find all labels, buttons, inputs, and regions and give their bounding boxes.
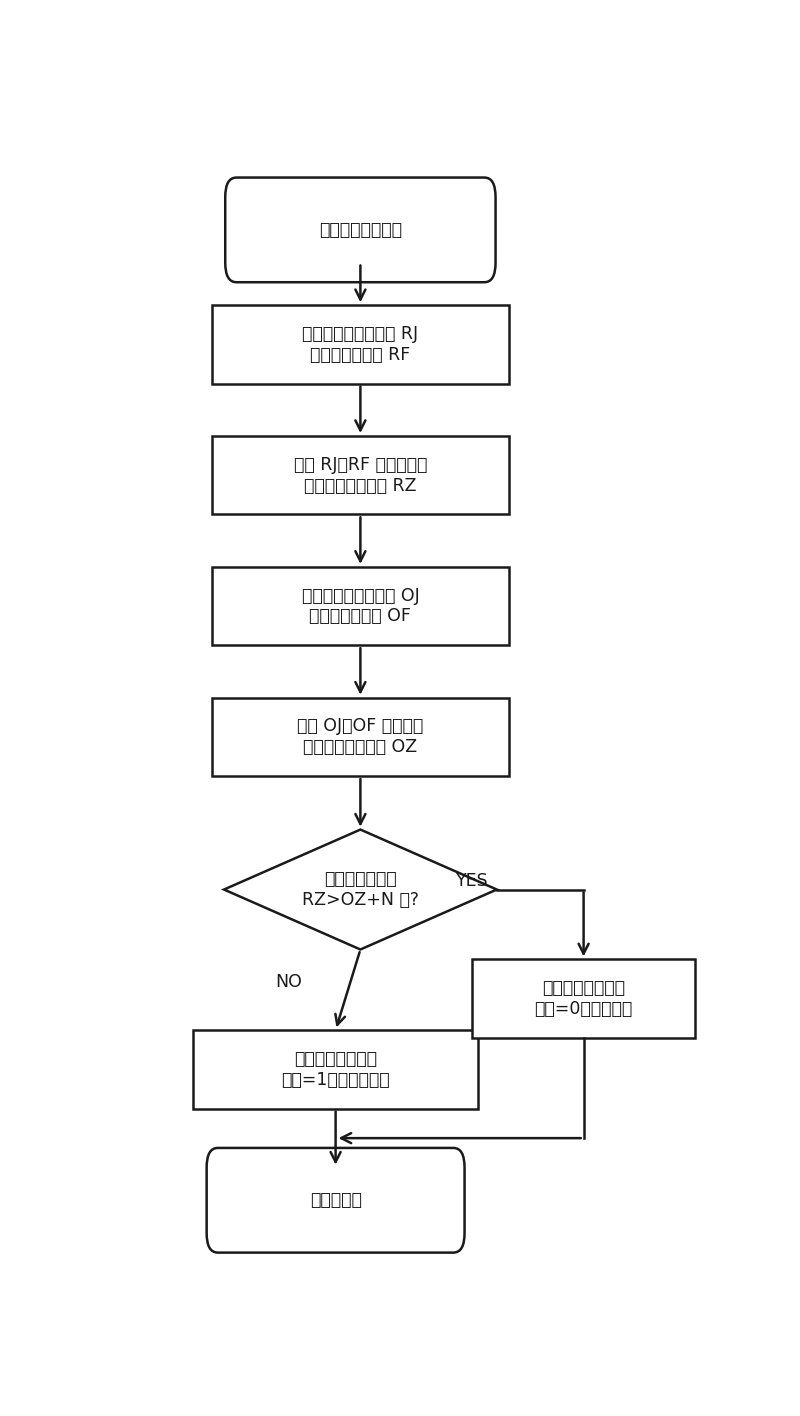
Text: 查表 RJ、RF 得到对应的
室内空气质量级别 RZ: 查表 RJ、RF 得到对应的 室内空气质量级别 RZ [294, 456, 427, 494]
Text: 读室外空气质量浓度 OJ
读室外粉尘浓度 OF: 读室外空气质量浓度 OJ 读室外粉尘浓度 OF [302, 586, 419, 626]
Text: 空气质量处理程序: 空气质量处理程序 [319, 221, 402, 239]
Bar [211, 436, 509, 514]
Bar [211, 304, 509, 384]
FancyBboxPatch shape [206, 1148, 465, 1253]
Text: NO: NO [276, 973, 302, 991]
FancyBboxPatch shape [226, 177, 495, 282]
Text: 写空气质量换风标
标志=1（适宜换风）: 写空气质量换风标 标志=1（适宜换风） [282, 1051, 390, 1089]
Text: 返回主程序: 返回主程序 [310, 1191, 362, 1209]
Text: 读室内空气质量浓度 RJ
读室内粉尘浓度 RF: 读室内空气质量浓度 RJ 读室内粉尘浓度 RF [302, 324, 418, 364]
Text: YES: YES [456, 872, 488, 889]
Text: 查表 OJ、OF 得到对应
室外空气质量级别 OZ: 查表 OJ、OF 得到对应 室外空气质量级别 OZ [298, 718, 423, 756]
Bar [211, 566, 509, 646]
Bar [193, 1031, 478, 1109]
Text: 室内外质量差别
RZ>OZ+N 吗?: 室内外质量差别 RZ>OZ+N 吗? [302, 869, 419, 909]
Bar [211, 698, 509, 776]
Text: 写空气质量换风标
标志=0（不适宜）: 写空气质量换风标 标志=0（不适宜） [534, 978, 633, 1018]
Polygon shape [224, 830, 497, 950]
Bar [472, 959, 695, 1038]
